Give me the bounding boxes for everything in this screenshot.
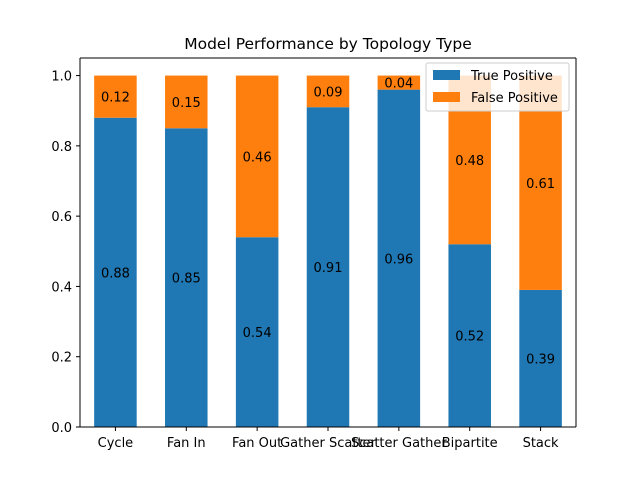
- bar-segment: [94, 117, 137, 427]
- data-label: 0.54: [243, 326, 272, 341]
- data-label: 0.46: [243, 150, 272, 165]
- data-label: 0.61: [526, 177, 555, 192]
- bar-segment: [306, 75, 350, 108]
- bar-segment: [448, 244, 491, 427]
- legend-label: True Positive: [470, 69, 553, 84]
- legend: True Positive False Positive: [425, 62, 570, 112]
- x-tick-label: Bipartite: [442, 436, 498, 451]
- bars-group: [94, 75, 562, 428]
- legend-swatch: [433, 70, 460, 80]
- y-tick-label: 0.6: [51, 210, 72, 225]
- bar-segment: [165, 128, 208, 428]
- bar-segment: [94, 75, 137, 118]
- data-label: 0.04: [384, 77, 413, 92]
- axes-group: 0.0 0.2 0.4 0.6 0.8 1.0 Cycle Fan In Fan OutGath…: [51, 57, 577, 451]
- data-label: 0.91: [314, 261, 343, 276]
- data-label: 0.52: [455, 330, 484, 345]
- y-tick-label: 1.0: [51, 70, 72, 85]
- y-tick-label: 0.8: [51, 140, 72, 155]
- legend-box: [425, 62, 570, 112]
- data-labels-group: 0.88 0.12 0.85 0.15 0.54 0.46 0.91 0.09 0.96 0.04…: [101, 77, 555, 368]
- y-tick-label: 0.2: [51, 351, 72, 366]
- x-tick-label: Cycle: [98, 436, 134, 451]
- data-label: 0.88: [101, 266, 130, 281]
- bar-segment: [235, 75, 279, 238]
- legend-swatch: [433, 92, 460, 102]
- data-label: 0.15: [172, 96, 201, 111]
- x-tick-label: Gather Scatter: [280, 436, 376, 451]
- chart-title: Model Performance by Topology Type: [184, 35, 472, 53]
- data-label: 0.09: [314, 85, 343, 100]
- x-tick-label: Stack: [523, 436, 559, 451]
- data-label: 0.96: [384, 252, 413, 267]
- data-label: 0.12: [101, 91, 130, 106]
- x-tick-label: Fan In: [167, 436, 206, 451]
- x-tick-label: Scatter Gather: [351, 436, 447, 451]
- bar-segment: [377, 75, 421, 90]
- bar-segment: [235, 237, 279, 427]
- data-label: 0.39: [526, 352, 555, 367]
- y-tick-label: 0.0: [51, 421, 72, 436]
- bar-segment: [377, 89, 421, 427]
- legend-label: False Positive: [471, 91, 558, 106]
- bar-segment: [165, 75, 208, 129]
- y-tick-label: 0.4: [51, 280, 72, 295]
- x-tick-label: Fan Out: [232, 436, 282, 451]
- data-label: 0.85: [172, 272, 201, 287]
- data-label: 0.48: [455, 154, 484, 169]
- bar-segment: [519, 289, 562, 427]
- bar-segment: [306, 107, 350, 427]
